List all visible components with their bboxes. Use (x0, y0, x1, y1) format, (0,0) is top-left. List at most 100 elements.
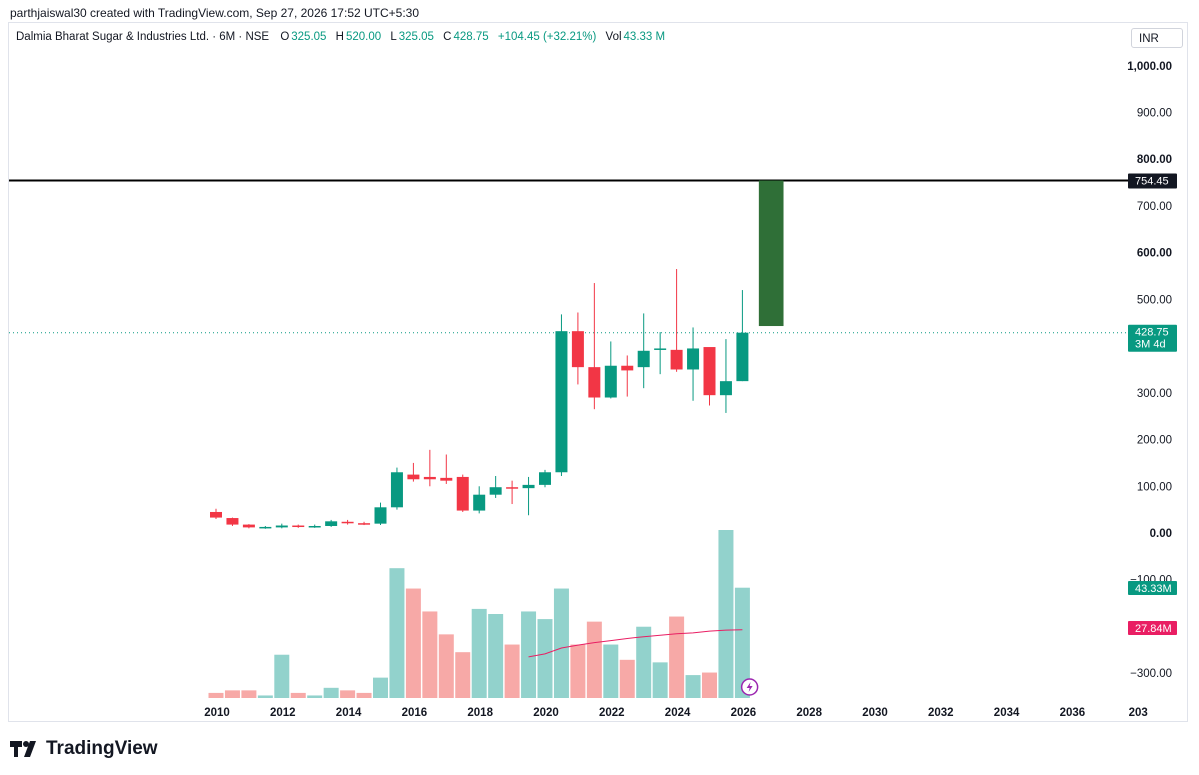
price-axis-label: 600.00 (1137, 248, 1172, 260)
volume-bar (389, 568, 405, 698)
price-axis-label: 300.00 (1137, 388, 1172, 400)
volume-bar (290, 692, 306, 698)
horizontal-line-label-text: 754.45 (1135, 176, 1169, 188)
volume-bar (208, 692, 224, 698)
candle-body (522, 484, 535, 489)
candle-body (539, 472, 551, 485)
volume-bar (521, 611, 537, 698)
close-label: C (443, 31, 452, 43)
price-axis-label: 700.00 (1137, 201, 1172, 213)
time-axis-label: 2036 (1060, 707, 1086, 719)
candle-body (308, 525, 321, 528)
price-axis-label: 200.00 (1137, 435, 1172, 447)
volume-bar (340, 690, 356, 698)
last-price-label-text: 3M 4d (1135, 339, 1166, 351)
candle-body (588, 367, 601, 398)
volume-bar (307, 695, 323, 698)
price-axis-label: 800.00 (1137, 154, 1172, 166)
time-axis-label: 2028 (796, 707, 822, 719)
chart-credit: parthjaiswal30 created with TradingView.… (10, 6, 420, 20)
candle-body (703, 347, 716, 396)
target-projection-box (758, 180, 784, 327)
candle-body (719, 381, 732, 396)
candle-body (259, 526, 272, 529)
high-value: 520.00 (345, 31, 382, 43)
change-value: +104.45 (+32.21%) (497, 31, 597, 43)
open-label: O (280, 31, 290, 43)
volume-ma-label-bg (1128, 621, 1177, 635)
candle-body (687, 348, 700, 370)
time-axis-label: 2014 (336, 707, 362, 719)
close-value: 428.75 (453, 31, 489, 43)
tradingview-logo-icon (10, 741, 36, 757)
candle-body (555, 331, 568, 473)
volume-bar (619, 659, 635, 698)
currency-selector[interactable]: INR (1131, 28, 1183, 48)
volume-bar (702, 672, 717, 698)
candle-body (473, 494, 486, 511)
horizontal-line-label-bg (1128, 173, 1177, 189)
volume-bar (586, 621, 602, 698)
candle-body (621, 365, 634, 371)
time-axis-label: 2020 (533, 707, 559, 719)
volume-bar (652, 662, 668, 698)
volume-bar (323, 687, 339, 698)
last-price-label-bg (1128, 324, 1177, 352)
time-axis-label: 2034 (994, 707, 1020, 719)
candle-body (325, 521, 338, 526)
last-price-label-text: 428.75 (1135, 327, 1169, 339)
symbol-title[interactable]: Dalmia Bharat Sugar & Industries Ltd. · … (16, 31, 270, 43)
candle-body (341, 521, 354, 524)
candle-body (242, 524, 255, 528)
volume-current-label-bg (1128, 581, 1177, 595)
volume-bar (405, 588, 421, 698)
volume-bar (373, 677, 388, 698)
volume-bar (537, 619, 553, 698)
time-axis-label: 2030 (862, 707, 888, 719)
volume-bar (636, 626, 652, 698)
volume-ma-line (528, 629, 743, 658)
price-axis-label: 900.00 (1137, 108, 1172, 120)
volume-bar (669, 616, 685, 698)
lightning-glyph (746, 682, 753, 692)
volume-bar (274, 654, 290, 698)
price-chart[interactable]: 1,000.00 900.00 800.00 700.00 600.00 500.00 30… (0, 0, 1199, 730)
candle-body (226, 518, 239, 525)
time-axis-label: 203 (1129, 707, 1148, 719)
time-axis-label: 2012 (270, 707, 296, 719)
candle-body (358, 523, 371, 525)
volume-bar (685, 675, 701, 698)
candle-body (654, 348, 667, 350)
candle-body (423, 476, 436, 480)
candle-body (670, 349, 683, 370)
candle-body (275, 525, 288, 528)
candle-body (440, 477, 453, 481)
volume-bar (488, 614, 504, 698)
time-axis-label: 2032 (928, 707, 954, 719)
high-label: H (335, 31, 344, 43)
low-value: 325.05 (398, 31, 434, 43)
symbol-legend: Dalmia Bharat Sugar & Industries Ltd. · … (16, 31, 667, 43)
price-axis-label: 100.00 (1137, 481, 1172, 493)
candle-body (210, 511, 222, 518)
volume-bar (455, 652, 471, 698)
price-axis-label: 1,000.00 (1127, 61, 1172, 73)
volume-bar (553, 588, 569, 698)
candle-body (637, 350, 650, 368)
volume-bar (241, 690, 257, 698)
time-axis-label: 2024 (665, 707, 691, 719)
chart-frame (8, 22, 1188, 722)
price-axis-label: 0.00 (1150, 528, 1172, 540)
volume-bar (471, 608, 487, 698)
volume-bar (356, 692, 372, 698)
candle-body (604, 365, 617, 398)
price-axis-label: −300.00 (1130, 668, 1172, 680)
volume-bar (718, 530, 734, 698)
open-value: 325.05 (291, 31, 327, 43)
volume-bar (224, 690, 240, 698)
candle-body (736, 332, 749, 382)
low-label: L (390, 31, 397, 43)
time-axis-label: 2022 (599, 707, 625, 719)
candle-body (506, 487, 519, 489)
candle-body (390, 472, 403, 508)
